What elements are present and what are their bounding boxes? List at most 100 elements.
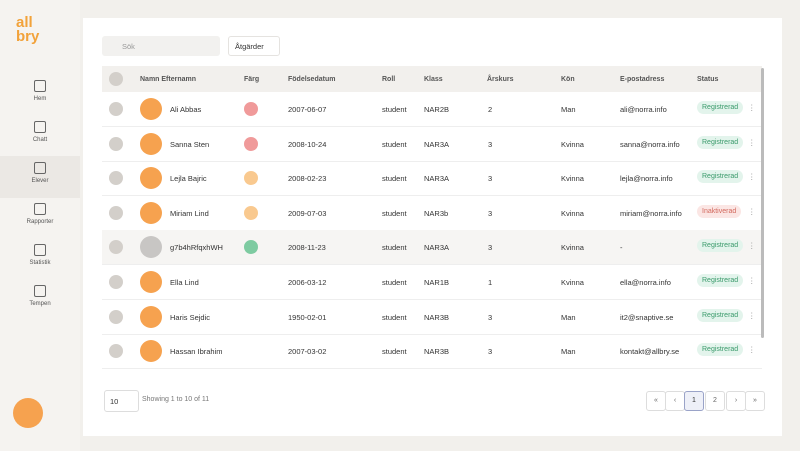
cell-class: NAR3A — [424, 174, 450, 184]
nav-item[interactable]: Tempen — [0, 285, 80, 307]
cell-class: NAR3A — [424, 243, 450, 253]
next-page[interactable]: › — [726, 391, 746, 411]
cell-class: NAR3B — [424, 312, 450, 322]
column-header[interactable]: Färg — [244, 76, 260, 83]
table-body: Ali Abbas 2007-06-07 student NAR2B 2 Man ali@n… — [102, 92, 762, 385]
select-all[interactable] — [109, 72, 123, 86]
cell-gender: Kvinna — [561, 174, 584, 184]
cell-grade: 3 — [488, 347, 493, 357]
cell-birthdate: 2008-10-24 — [288, 139, 327, 149]
nav-icon — [34, 203, 46, 215]
nav-item[interactable]: Elever — [0, 156, 80, 198]
prev-page[interactable]: ‹ — [665, 391, 685, 411]
scrollbar[interactable] — [761, 68, 764, 338]
nav-label: Tempen — [29, 301, 51, 307]
table-row: Hassan Ibrahim 2007-03-02 student NAR3B 3 Man… — [102, 334, 762, 370]
column-header[interactable]: Födelsedatum — [288, 76, 336, 83]
row-menu[interactable]: ⋮ — [748, 276, 756, 285]
avatar — [140, 167, 162, 190]
column-header[interactable]: Namn Efternamn — [140, 76, 197, 83]
cell-role: student — [382, 312, 407, 322]
cell-role: student — [382, 243, 407, 253]
color-dot — [244, 240, 258, 255]
last-page[interactable]: » — [745, 391, 765, 411]
cell-birthdate: 2009-07-03 — [288, 208, 327, 218]
nav-icon — [34, 121, 46, 133]
cell-role: student — [382, 278, 407, 287]
status-badge: Inaktiverad — [697, 204, 742, 218]
table-row: Miriam Lind 2009-07-03 student NAR3b 3 Kvinna… — [102, 196, 762, 231]
status-badge: Registrerad — [697, 308, 744, 322]
cell-grade: 3 — [488, 174, 493, 184]
color-dot — [244, 136, 258, 151]
row-checkbox[interactable] — [109, 344, 123, 359]
row-checkbox[interactable] — [109, 275, 123, 289]
column-header[interactable]: Roll — [382, 76, 396, 83]
nav-item[interactable]: Statistik — [0, 244, 80, 266]
cell-class: NAR3B — [424, 347, 450, 357]
page-size: 10 — [110, 397, 119, 406]
nav-label: Hem — [33, 96, 47, 102]
column-header[interactable]: E-postadress — [620, 76, 665, 83]
row-checkbox[interactable] — [109, 136, 123, 151]
row-menu[interactable]: ⋮ — [748, 172, 756, 182]
color-dot — [244, 205, 258, 220]
cell-gender: Kvinna — [561, 139, 584, 149]
row-menu[interactable]: ⋮ — [748, 206, 756, 216]
student-name: Sanna Sten — [170, 139, 210, 149]
column-header[interactable]: Klass — [424, 76, 443, 83]
search-box[interactable]: Sök — [102, 36, 220, 56]
table-row: Lejla Bajric 2008-02-23 student NAR3A 3 Kvinn… — [102, 161, 762, 197]
table-row: Ella Lind 2006-03-12 student NAR1B 1 Kvinna el… — [102, 265, 762, 300]
nav-item[interactable]: Hem — [0, 80, 80, 102]
cell-role: student — [382, 105, 407, 114]
status-badge: Registrerad — [697, 274, 744, 287]
cell-gender: Man — [561, 105, 576, 114]
status-badge: Registrerad — [697, 343, 744, 357]
nav-icon — [34, 80, 46, 92]
first-page[interactable]: « — [646, 391, 666, 411]
student-name: Haris Sejdic — [170, 312, 211, 322]
cell-email: it2@snaptive.se — [620, 312, 674, 322]
cell-class: NAR2B — [424, 105, 450, 114]
status-badge: Registrerad — [697, 101, 744, 114]
cell-grade: 3 — [488, 243, 493, 253]
nav-icon — [34, 285, 46, 297]
column-header[interactable]: Kön — [561, 76, 575, 83]
logo[interactable]: all bry — [16, 15, 39, 44]
row-checkbox[interactable] — [109, 205, 123, 220]
row-menu[interactable]: ⋮ — [748, 345, 756, 355]
row-checkbox[interactable] — [109, 240, 123, 255]
user-avatar[interactable] — [13, 398, 43, 428]
student-name: Lejla Bajric — [170, 174, 207, 184]
nav-item[interactable]: Rapporter — [0, 203, 80, 225]
cell-birthdate: 2008-02-23 — [288, 174, 327, 184]
page-button[interactable]: 1 — [684, 391, 704, 411]
page-button[interactable]: 2 — [705, 391, 725, 411]
cell-birthdate: 2008-11-23 — [288, 243, 326, 253]
row-checkbox[interactable] — [109, 309, 123, 324]
nav-icon — [34, 244, 46, 256]
actions-button[interactable]: Åtgärder — [228, 36, 280, 56]
column-header[interactable]: Status — [697, 76, 719, 83]
nav-item[interactable]: Chatt — [0, 121, 80, 143]
cell-birthdate: 1950-02-01 — [288, 312, 327, 322]
cell-gender: Kvinna — [561, 278, 584, 287]
row-checkbox[interactable] — [109, 102, 123, 116]
row-menu[interactable]: ⋮ — [748, 241, 756, 251]
student-name: Ali Abbas — [170, 105, 202, 114]
cell-role: student — [382, 174, 407, 184]
cell-email: kontakt@allbry.se — [620, 347, 680, 357]
student-name: Miriam Lind — [170, 208, 209, 218]
row-checkbox[interactable] — [109, 171, 123, 186]
table-row: g7b4hRfqxhWH 2008-11-23 student NAR3A 3 Kvinn… — [102, 230, 762, 266]
page-size-select[interactable]: 10 — [104, 390, 139, 412]
color-dot — [244, 102, 258, 116]
cell-email: miriam@norra.info — [620, 208, 682, 218]
row-menu[interactable]: ⋮ — [748, 103, 756, 112]
cell-gender: Man — [561, 312, 576, 322]
row-menu[interactable]: ⋮ — [748, 310, 756, 320]
column-header[interactable]: Årskurs — [487, 76, 514, 83]
row-menu[interactable]: ⋮ — [748, 137, 756, 147]
